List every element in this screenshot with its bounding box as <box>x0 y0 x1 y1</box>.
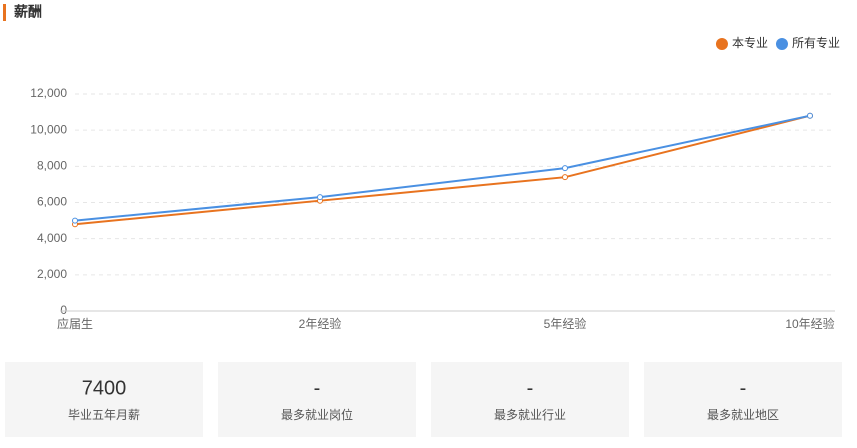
series-line <box>74 114 811 222</box>
card-label: 最多就业岗位 <box>281 407 353 422</box>
card-label: 最多就业行业 <box>494 408 566 422</box>
card <box>218 362 416 437</box>
title-accent <box>3 4 6 21</box>
legend-marker <box>715 38 728 50</box>
card-value: - <box>314 377 321 399</box>
card <box>644 362 842 437</box>
card-label: 毕业五年月薪 <box>68 408 140 422</box>
y-tick-label: 12,000 <box>30 86 67 100</box>
card-value: - <box>527 377 534 399</box>
y-tick-label: 6,000 <box>37 195 67 209</box>
card <box>431 362 629 437</box>
y-tick-label: 4,000 <box>37 231 67 245</box>
cards: 7400 毕业五年月薪 - 最多就业岗位 - 最多就业行业 - 最多就业地区 <box>5 362 842 437</box>
legend-label: 本专业 <box>732 35 768 50</box>
x-tick-label: 5年经验 <box>544 316 587 331</box>
data-point <box>562 174 568 181</box>
card <box>5 362 203 437</box>
x-tick-label: 2年经验 <box>299 316 342 331</box>
y-tick-label: 2,000 <box>37 267 67 281</box>
y-tick-label: 8,000 <box>37 159 67 173</box>
data-point <box>72 217 78 224</box>
data-point <box>317 194 323 201</box>
card-value: 7400 <box>82 377 127 399</box>
series-line <box>74 114 811 226</box>
legend-marker <box>775 38 788 50</box>
x-tick-label: 10年经验 <box>785 316 834 331</box>
card-label: 最多就业地区 <box>707 408 779 422</box>
x-tick-label: 应届生 <box>57 316 93 331</box>
y-tick-label: 10,000 <box>30 122 67 136</box>
y-tick-label: 0 <box>60 303 67 317</box>
section-title: 薪酬 <box>14 4 42 20</box>
data-point <box>562 165 568 172</box>
card-value: - <box>740 377 747 399</box>
data-point <box>807 112 813 119</box>
legend-label: 所有专业 <box>792 35 840 50</box>
